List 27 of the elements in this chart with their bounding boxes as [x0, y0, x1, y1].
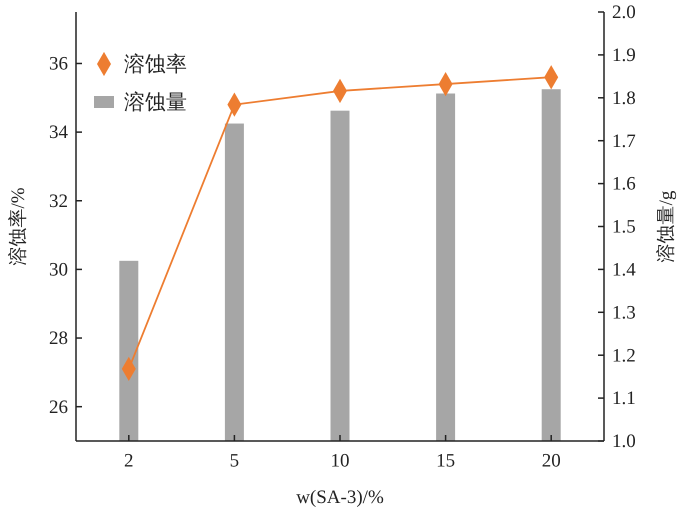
x-tick-label: 2 — [124, 450, 134, 472]
y2-tick-label: 1.7 — [612, 130, 636, 152]
y2-tick-label: 1.9 — [612, 44, 636, 66]
y2-axis-title: 溶蚀量/g — [655, 190, 677, 262]
x-tick-label: 5 — [230, 450, 240, 472]
x-tick-label: 10 — [330, 450, 350, 472]
y2-tick-label: 1.2 — [612, 345, 636, 366]
y2-tick-label: 1.6 — [612, 174, 636, 195]
legend-label: 溶蚀量 — [124, 90, 187, 114]
x-tick-label: 20 — [542, 450, 561, 472]
x-tick-label: 15 — [436, 450, 456, 472]
y2-tick-label: 1.0 — [612, 431, 636, 452]
y2-tick-label: 2.0 — [612, 2, 636, 24]
y2-tick-label: 1.8 — [612, 88, 636, 109]
y-tick-label: 36 — [49, 54, 68, 75]
y2-tick-label: 1.5 — [612, 216, 636, 238]
x-axis-title: w(SA-3)/% — [296, 487, 384, 508]
y-tick-label: 34 — [49, 122, 68, 144]
y-axis-title: 溶蚀率/% — [7, 187, 29, 266]
y2-tick-label: 1.4 — [612, 259, 636, 280]
y-tick-label: 28 — [49, 328, 68, 350]
legend-label: 溶蚀率 — [124, 52, 187, 76]
y2-tick-label: 1.1 — [612, 388, 636, 410]
y-tick-label: 26 — [49, 396, 68, 418]
y-tick-label: 30 — [49, 259, 68, 280]
y-tick-label: 32 — [49, 190, 68, 212]
y2-tick-label: 1.3 — [612, 302, 636, 324]
